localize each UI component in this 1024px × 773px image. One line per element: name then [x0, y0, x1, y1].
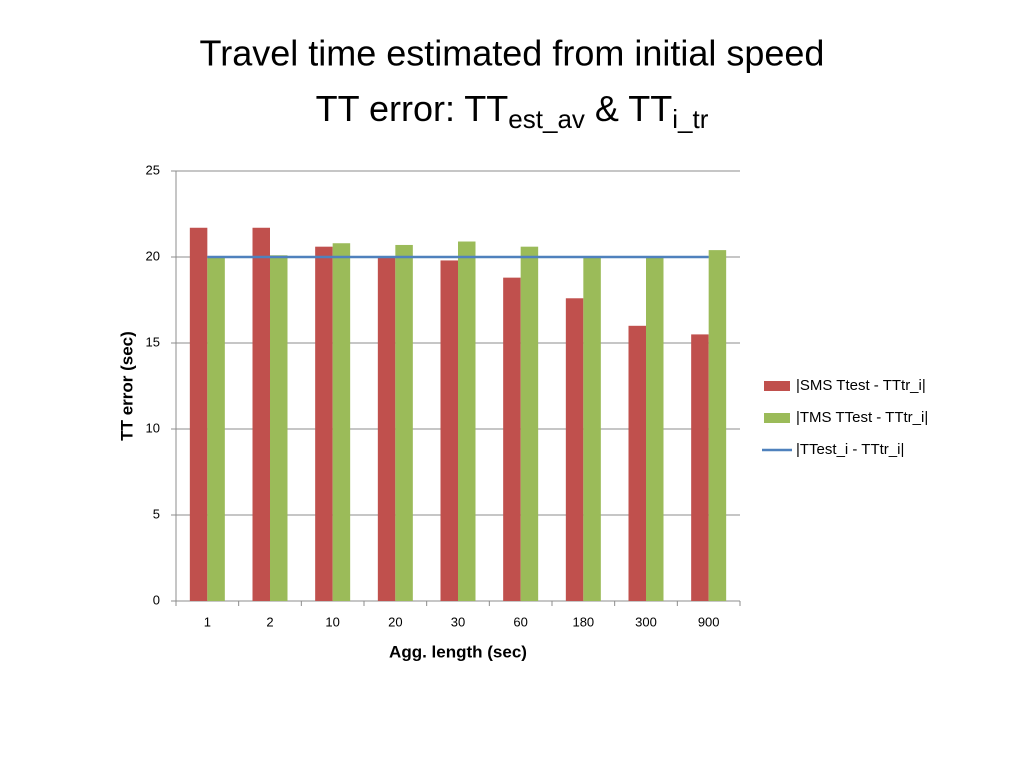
bar — [458, 241, 476, 601]
bar — [520, 246, 539, 601]
bar — [646, 257, 664, 601]
title-part: & TT — [585, 88, 672, 129]
x-tick-label: 60 — [513, 614, 527, 629]
y-tick-label: 15 — [146, 334, 160, 349]
bar — [691, 334, 709, 601]
legend-label: |SMS Ttest - TTtr_i| — [796, 377, 926, 394]
bar — [315, 246, 333, 601]
x-tick-label: 300 — [635, 614, 657, 629]
bar — [503, 277, 521, 601]
bar — [377, 257, 396, 601]
legend-swatch — [764, 413, 790, 423]
bar — [708, 250, 727, 601]
x-axis-title: Agg. length (sec) — [389, 642, 527, 661]
legend-label: |TMS TTest - TTtr_i| — [796, 409, 928, 426]
x-tick-label: 1 — [204, 614, 211, 629]
title-subscript: est_av — [508, 104, 585, 134]
bar — [565, 298, 584, 601]
x-tick-label: 180 — [572, 614, 594, 629]
legend-label: |TTest_i - TTtr_i| — [796, 441, 904, 458]
bar — [332, 243, 351, 602]
title-subscript: i_tr — [672, 104, 708, 134]
y-axis-title: TT error (sec) — [117, 331, 136, 441]
y-tick-label: 25 — [146, 162, 160, 177]
x-tick-label: 10 — [325, 614, 339, 629]
x-tick-label: 30 — [451, 614, 465, 629]
bar — [440, 260, 458, 601]
bar — [207, 257, 225, 601]
chart-title-line2: TT error: TTest_av & TTi_tr — [316, 88, 709, 134]
bar — [252, 227, 270, 601]
y-tick-label: 20 — [146, 248, 160, 263]
bar — [395, 244, 413, 601]
y-tick-label: 5 — [153, 506, 160, 521]
legend-swatch — [764, 381, 790, 391]
chart-title: Travel time estimated from initial speed — [200, 33, 825, 74]
bar — [189, 227, 208, 601]
x-tick-label: 900 — [698, 614, 720, 629]
bar — [270, 255, 288, 601]
x-tick-label: 2 — [266, 614, 273, 629]
bar — [628, 325, 646, 601]
bar — [583, 257, 601, 601]
title-part: TT error: TT — [316, 88, 509, 129]
x-tick-label: 20 — [388, 614, 402, 629]
y-tick-label: 10 — [146, 420, 160, 435]
y-tick-label: 0 — [153, 592, 160, 607]
